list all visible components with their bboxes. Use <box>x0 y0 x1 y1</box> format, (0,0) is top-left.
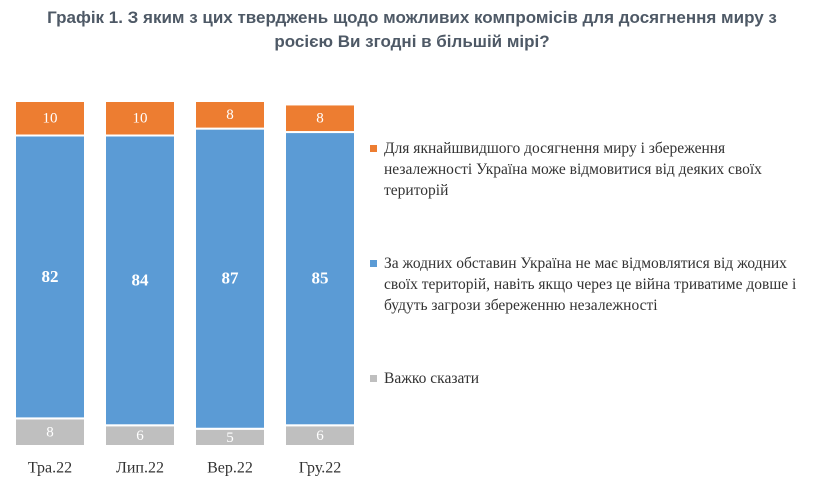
bar-segment <box>284 131 356 427</box>
legend-item: Важко сказати <box>370 368 804 389</box>
chart-title: Графік 1. З яким з цих тверджень щодо мо… <box>47 8 777 51</box>
value-label: 8 <box>316 111 324 127</box>
value-label: 10 <box>133 111 148 127</box>
legend-item: Для якнайшвидшого досягнення миру і збер… <box>370 138 804 201</box>
value-label: 84 <box>132 270 150 289</box>
x-tick-label: Лип.22 <box>116 460 164 477</box>
bar-segment <box>104 100 176 137</box>
value-label: 87 <box>222 269 240 288</box>
x-tick-label: Гру.22 <box>299 460 341 477</box>
legend-swatch <box>370 260 377 267</box>
legend-item: За жодних обставин Україна не має відмов… <box>370 253 804 316</box>
legend-label: Важко сказати <box>384 370 480 387</box>
value-label: 6 <box>316 428 324 444</box>
legend-label: Для якнайшвидшого досягнення миру і збер… <box>384 140 762 199</box>
value-label: 8 <box>226 107 234 123</box>
value-label: 8 <box>46 425 54 441</box>
value-label: 5 <box>226 430 234 446</box>
value-label: 6 <box>136 428 144 444</box>
legend-swatch <box>370 145 377 152</box>
bar-segment <box>14 417 86 447</box>
bar-segment <box>14 100 86 137</box>
value-label: 82 <box>42 267 59 286</box>
x-tick-label: Вер.22 <box>207 460 253 477</box>
legend-swatch <box>370 375 377 382</box>
x-tick-label: Тра.22 <box>28 460 72 477</box>
bar-segment <box>104 134 176 427</box>
bar-segment <box>194 100 266 130</box>
value-label: 85 <box>312 269 329 288</box>
bar-segment <box>284 103 356 134</box>
bar-segment <box>194 127 266 430</box>
value-label: 10 <box>43 111 58 127</box>
bar-segment <box>14 134 86 420</box>
legend-label: За жодних обставин Україна не має відмов… <box>384 255 797 314</box>
